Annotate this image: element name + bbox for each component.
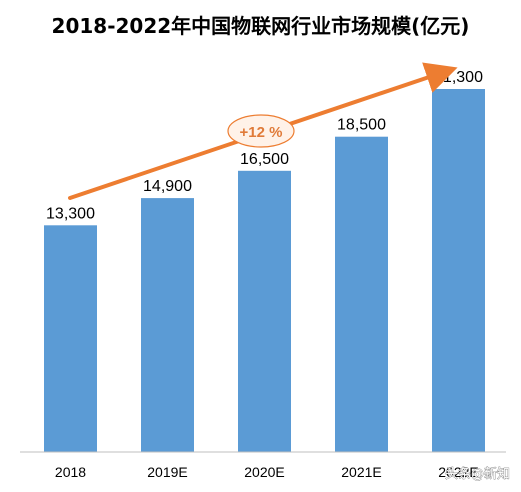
value-label-2021E: 18,500 — [337, 117, 386, 134]
value-label-2019E: 14,900 — [143, 178, 192, 195]
growth-badge-label: +12 % — [240, 124, 283, 141]
bar-2022E — [432, 89, 485, 452]
bars-layer — [44, 89, 485, 453]
growth-badge-ellipse — [227, 114, 295, 148]
watermark: 头条@新知 — [445, 466, 510, 482]
value-label-2020E: 16,500 — [240, 151, 289, 168]
bar-2020E — [238, 170, 291, 453]
bar-2021E — [335, 136, 388, 452]
x-tick-2020E: 2020E — [244, 464, 284, 480]
x-tick-2019E: 2019E — [147, 464, 187, 480]
chart-title: 2018-2022年中国物联网行业市场规模(亿元) — [51, 14, 470, 38]
x-tick-2021E: 2021E — [341, 464, 381, 480]
bar-2019E — [141, 198, 194, 452]
x-tick-2018: 2018 — [55, 464, 86, 480]
x-tick-labels-layer: 2018 2019E 2020E 2021E 2022E — [55, 464, 479, 480]
bar-2018 — [44, 225, 97, 452]
value-label-2018: 13,300 — [46, 205, 95, 222]
x-tick-2022E: 2022E — [438, 464, 478, 480]
